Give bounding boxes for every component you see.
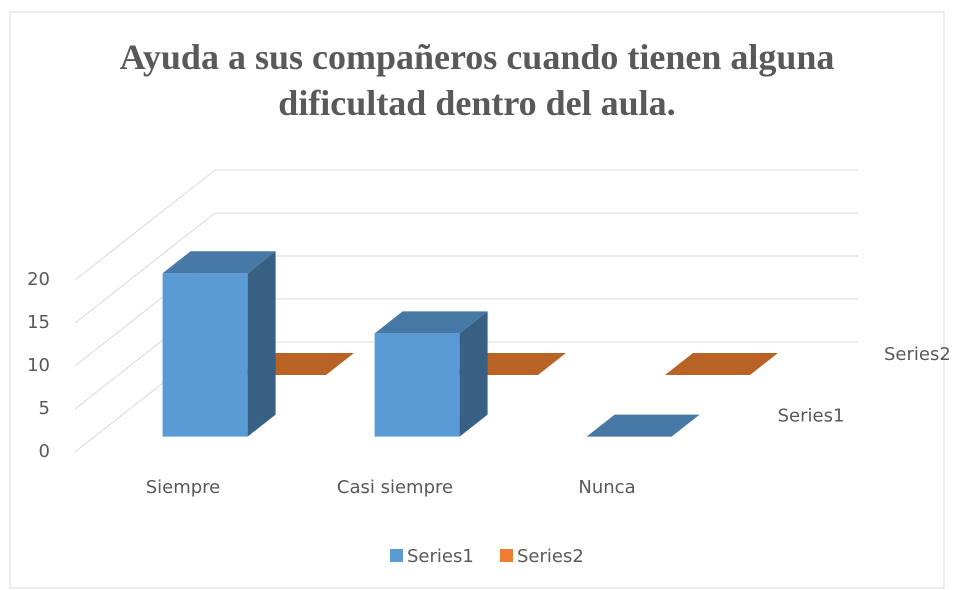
legend-swatch bbox=[500, 549, 513, 562]
bar-top bbox=[162, 251, 276, 274]
legend-label: Series2 bbox=[517, 546, 584, 567]
y-tick-label: 15 bbox=[27, 312, 50, 333]
bar-front bbox=[162, 273, 248, 437]
bar-front bbox=[374, 333, 460, 437]
series-axis-label: Series2 bbox=[884, 344, 951, 365]
grid-line bbox=[74, 212, 216, 324]
y-tick-label: 0 bbox=[39, 441, 50, 462]
y-tick-label: 20 bbox=[27, 269, 50, 290]
legend-swatch bbox=[390, 549, 403, 562]
bar-top bbox=[586, 414, 700, 437]
bar-top bbox=[374, 311, 488, 334]
chart-border bbox=[9, 11, 945, 589]
chart-title: Ayuda a sus compañeros cuando tienen alg… bbox=[119, 37, 835, 123]
y-tick-label: 10 bbox=[27, 355, 50, 376]
legend-label: Series1 bbox=[407, 546, 474, 567]
x-tick-label: Siempre bbox=[146, 477, 221, 498]
series-axis-label: Series1 bbox=[778, 406, 845, 427]
bar-top bbox=[665, 353, 778, 375]
bar-side bbox=[459, 311, 488, 437]
x-tick-label: Nunca bbox=[578, 477, 635, 498]
x-tick-label: Casi siempre bbox=[337, 477, 453, 498]
grid-line bbox=[74, 169, 216, 281]
y-tick-label: 5 bbox=[39, 398, 50, 419]
bar-side bbox=[247, 251, 276, 437]
